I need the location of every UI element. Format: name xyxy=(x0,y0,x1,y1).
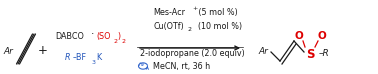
Text: K: K xyxy=(96,54,101,63)
Text: Ar: Ar xyxy=(3,48,13,57)
Text: O: O xyxy=(318,31,326,41)
Text: 2: 2 xyxy=(122,38,126,44)
Text: MeCN, rt, 36 h: MeCN, rt, 36 h xyxy=(153,61,210,71)
Text: –BF: –BF xyxy=(73,54,87,63)
Text: (5 mol %): (5 mol %) xyxy=(196,7,238,17)
Text: S: S xyxy=(306,48,314,61)
Text: 2: 2 xyxy=(113,38,117,44)
Text: –R: –R xyxy=(319,50,330,59)
Text: +: + xyxy=(38,44,48,57)
Text: Ar: Ar xyxy=(258,48,268,57)
Text: +: + xyxy=(192,5,197,11)
Text: 2: 2 xyxy=(188,27,192,32)
Text: R: R xyxy=(65,54,71,63)
Text: O: O xyxy=(294,31,304,41)
FancyArrowPatch shape xyxy=(140,46,239,50)
Text: 3: 3 xyxy=(92,61,96,65)
Text: Mes-Acr: Mes-Acr xyxy=(153,7,185,17)
Text: DABCO: DABCO xyxy=(55,32,84,40)
Text: 2-iodopropane (2.0 equiv): 2-iodopropane (2.0 equiv) xyxy=(140,50,245,59)
Text: Cu(OTf): Cu(OTf) xyxy=(153,22,184,30)
Text: (SO: (SO xyxy=(96,32,110,40)
Text: hν: hν xyxy=(139,63,145,67)
Text: ): ) xyxy=(117,32,120,40)
Text: ·: · xyxy=(91,29,94,39)
Text: (10 mol %): (10 mol %) xyxy=(193,22,242,30)
